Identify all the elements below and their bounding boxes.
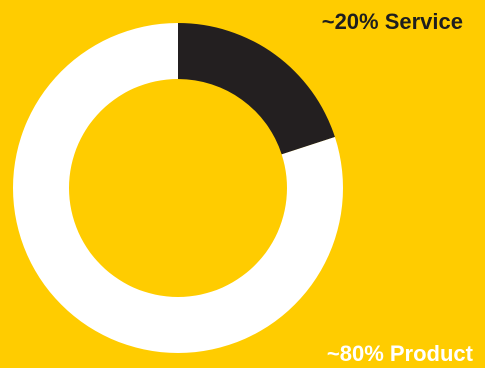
service-slice [178, 23, 335, 155]
service-slice-label: ~20% Service [321, 9, 463, 34]
product-slice [12, 23, 344, 353]
product-slice-label: ~80% Product [326, 341, 473, 366]
donut-slices [12, 23, 344, 353]
